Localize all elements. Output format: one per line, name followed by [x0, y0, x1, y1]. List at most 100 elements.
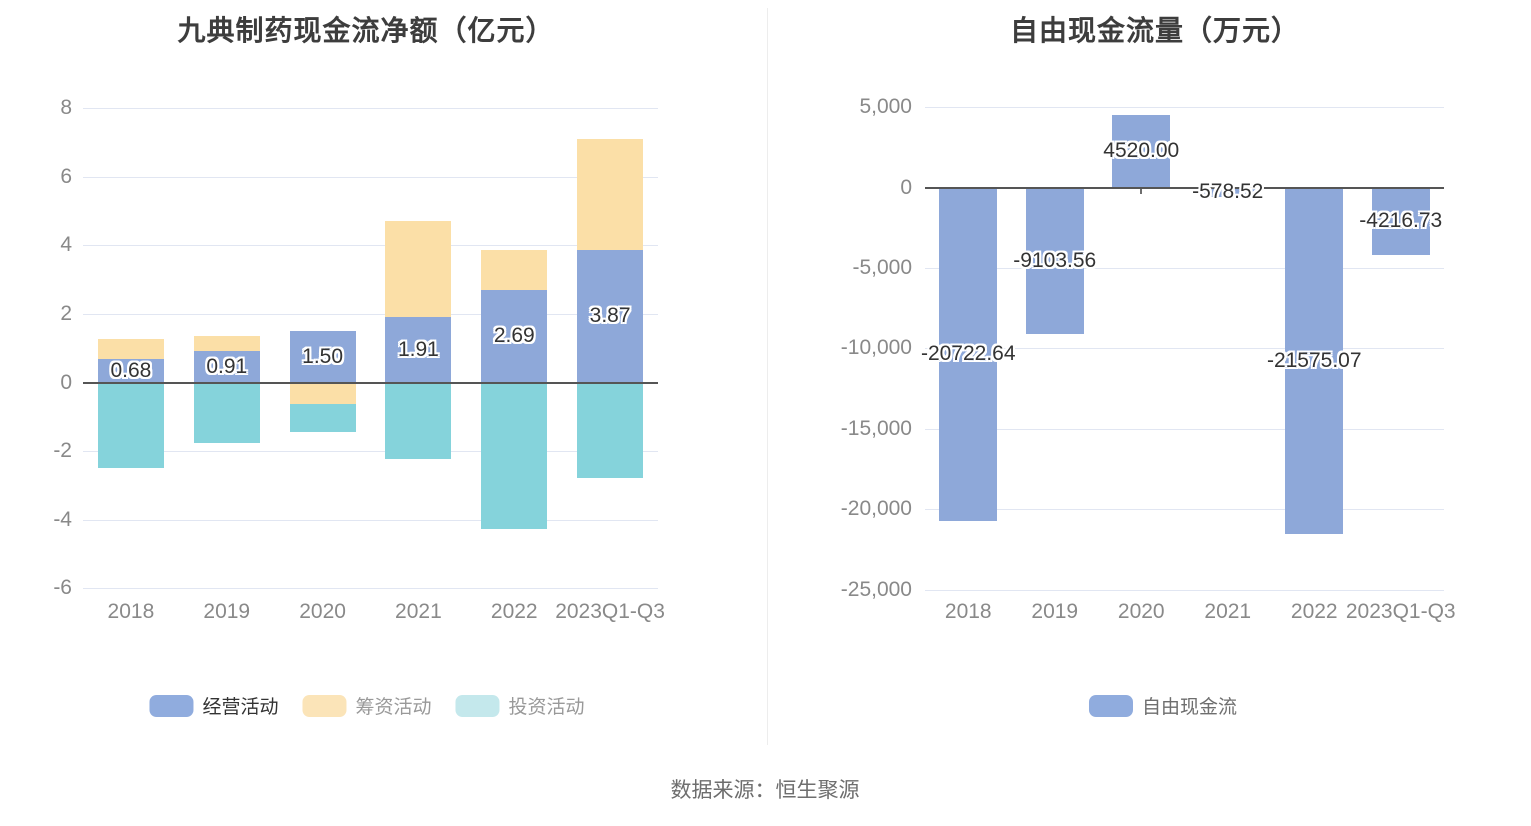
- y-axis-tick-label: -6: [53, 576, 72, 599]
- panel-divider: [767, 8, 768, 745]
- gridline: [925, 348, 1444, 349]
- y-axis-tick-label: -20,000: [840, 497, 912, 520]
- bar-value-label: -20722.64: [920, 342, 1016, 366]
- left-chart-legend: 经营活动 筹资活动 投资活动: [149, 692, 585, 719]
- gridline: [83, 245, 658, 246]
- investing-bar-segment: [98, 382, 164, 469]
- bar-value-label: 1.91: [397, 337, 439, 361]
- gridline: [925, 107, 1444, 108]
- gridline: [83, 588, 658, 589]
- operating-bar-segment: [577, 249, 643, 383]
- y-axis-tick-label: -10,000: [840, 336, 912, 359]
- bar-value-label: 0.91: [206, 354, 248, 378]
- free-cash-flow-bar-segment: [1026, 187, 1084, 334]
- financing-bar-segment: [577, 138, 643, 250]
- bar-value-label: 4520.00: [1103, 139, 1180, 163]
- category-tick: [1140, 188, 1142, 194]
- free-cash-flow-bar-segment: [1199, 187, 1257, 197]
- legend-swatch: [302, 694, 347, 717]
- y-axis-tick-label: -5,000: [852, 256, 912, 279]
- y-axis-tick-label: 0: [60, 371, 72, 394]
- financing-bar-segment: [385, 220, 451, 317]
- financing-bar-segment: [290, 382, 356, 405]
- x-axis-category-label: 2019: [1031, 600, 1079, 623]
- legend-swatch: [149, 694, 194, 717]
- y-axis-tick-label: 6: [60, 165, 72, 188]
- x-axis-category-label: 2021: [395, 600, 442, 623]
- bar-value-label: 3.87: [589, 304, 631, 328]
- legend-item-operating[interactable]: 经营活动: [149, 692, 278, 719]
- legend-item-free-cash-flow[interactable]: 自由现金流: [1088, 692, 1238, 719]
- y-axis-tick-label: 8: [60, 96, 72, 119]
- gridline: [83, 314, 658, 315]
- gridline: [925, 268, 1444, 269]
- legend-swatch: [455, 694, 500, 717]
- gridline: [925, 590, 1444, 591]
- x-axis-category-label: 2023Q1-Q3: [555, 600, 665, 623]
- investing-bar-segment: [481, 382, 547, 530]
- free-cash-flow-bar-segment: [939, 187, 997, 521]
- gridline: [925, 509, 1444, 510]
- gridline: [925, 429, 1444, 430]
- y-axis-tick-label: 2: [60, 302, 72, 325]
- y-axis-tick-label: -4: [53, 508, 72, 531]
- x-axis-category-label: 2019: [203, 600, 251, 623]
- operating-bar-segment: [194, 351, 260, 383]
- investing-bar-segment: [194, 382, 260, 443]
- x-axis-category-label: 2023Q1-Q3: [1345, 600, 1456, 623]
- right-chart-title: 自由现金流量（万元）: [1009, 15, 1301, 46]
- x-axis-category-label: 2022: [1290, 600, 1338, 623]
- right-chart-legend: 自由现金流: [1088, 692, 1238, 719]
- y-axis-tick-label: -15,000: [840, 417, 912, 440]
- legend-item-investing[interactable]: 投资活动: [455, 692, 585, 719]
- data-source-note: 数据来源：恒生聚源: [670, 779, 860, 802]
- bar-value-label: 1.50: [302, 344, 344, 368]
- bar-value-label: -4216.73: [1359, 209, 1443, 233]
- bar-value-label: 2.69: [493, 324, 535, 348]
- free-cash-flow-bar-segment: [1112, 114, 1170, 188]
- operating-bar-segment: [481, 290, 547, 383]
- bar-value-label: -578.52: [1192, 180, 1264, 204]
- y-axis-tick-label: 4: [60, 233, 72, 256]
- financing-bar-segment: [98, 338, 164, 360]
- free-cash-flow-bar-segment: [1285, 187, 1343, 535]
- x-axis-category-label: 2020: [1117, 600, 1165, 623]
- bar-value-label: -9103.56: [1013, 248, 1097, 272]
- investing-bar-segment: [290, 404, 356, 432]
- operating-bar-segment: [98, 359, 164, 383]
- legend-label: 筹资活动: [355, 697, 432, 718]
- gridline: [83, 108, 658, 109]
- operating-bar-segment: [290, 331, 356, 383]
- x-axis-category-label: 2018: [944, 600, 992, 623]
- legend-label: 自由现金流: [1141, 697, 1238, 718]
- bar-value-label: 0.68: [110, 358, 152, 382]
- free-cash-flow-bar-segment: [1372, 187, 1430, 256]
- x-axis-category-label: 2021: [1204, 600, 1252, 623]
- financing-bar-segment: [481, 250, 547, 291]
- x-axis-category-label: 2018: [107, 600, 155, 623]
- zero-axis-line: [83, 381, 658, 384]
- operating-bar-segment: [385, 316, 451, 383]
- bar-value-label: -21575.07: [1266, 348, 1362, 372]
- y-axis-tick-label: -25,000: [840, 578, 912, 601]
- legend-item-financing[interactable]: 筹资活动: [302, 692, 432, 719]
- y-axis-tick-label: 5,000: [859, 95, 912, 118]
- x-axis-category-label: 2020: [299, 600, 346, 623]
- x-axis-category-label: 2022: [490, 600, 538, 623]
- investing-bar-segment: [385, 382, 451, 459]
- legend-label: 投资活动: [508, 697, 585, 718]
- financing-bar-segment: [194, 336, 260, 352]
- left-chart-title: 九典制药现金流净额（亿元）: [177, 15, 555, 46]
- investing-bar-segment: [577, 382, 643, 478]
- gridline: [83, 451, 658, 452]
- legend-label: 经营活动: [202, 697, 279, 718]
- zero-axis-line: [925, 186, 1444, 189]
- y-axis-tick-label: -2: [53, 439, 72, 462]
- legend-swatch: [1088, 694, 1133, 717]
- y-axis-tick-label: 0: [900, 176, 912, 199]
- gridline: [83, 520, 658, 521]
- gridline: [83, 177, 658, 178]
